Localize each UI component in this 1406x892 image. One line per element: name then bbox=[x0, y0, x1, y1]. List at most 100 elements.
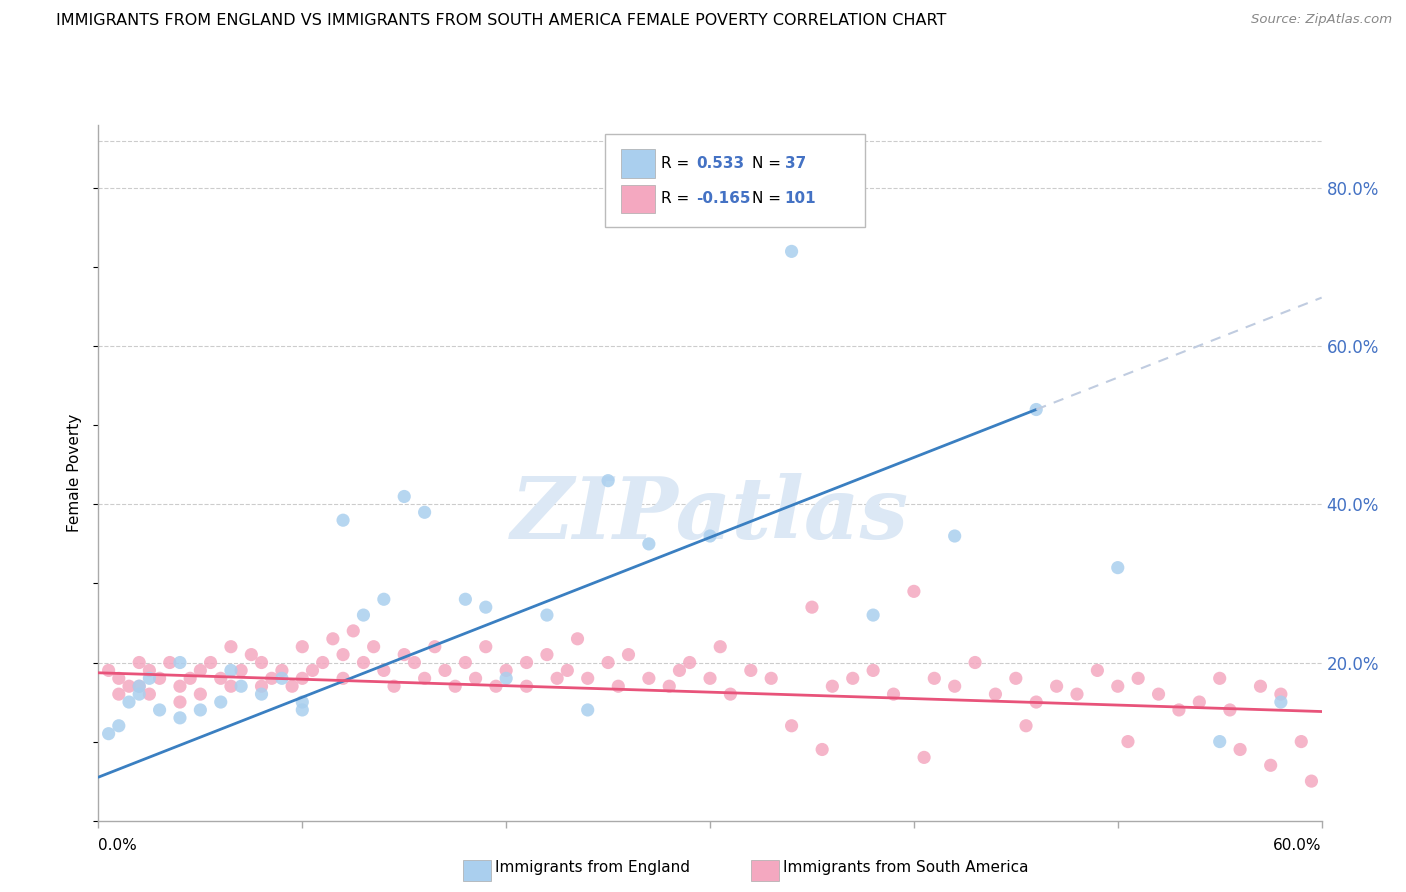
Point bbox=[219, 640, 242, 654]
Point bbox=[128, 656, 150, 670]
Point bbox=[138, 687, 160, 701]
Point bbox=[250, 656, 273, 670]
Point bbox=[291, 671, 314, 685]
Point bbox=[332, 671, 354, 685]
Y-axis label: Female Poverty: Female Poverty bbox=[67, 414, 83, 532]
Point bbox=[188, 687, 212, 701]
Point bbox=[1116, 734, 1139, 748]
Point bbox=[291, 695, 314, 709]
Point bbox=[108, 719, 131, 733]
Point bbox=[821, 679, 844, 693]
Point bbox=[128, 687, 150, 701]
Point bbox=[699, 529, 721, 543]
Point bbox=[169, 679, 191, 693]
Point bbox=[97, 664, 120, 678]
Point bbox=[179, 671, 201, 685]
Text: N =: N = bbox=[752, 192, 786, 206]
Point bbox=[598, 474, 620, 488]
Point bbox=[780, 719, 803, 733]
Point bbox=[270, 664, 294, 678]
Point bbox=[1209, 671, 1232, 685]
Point bbox=[188, 703, 212, 717]
Point bbox=[883, 687, 905, 701]
Point bbox=[291, 640, 314, 654]
Point bbox=[149, 671, 172, 685]
Point bbox=[260, 671, 283, 685]
Point bbox=[404, 656, 426, 670]
Text: IMMIGRANTS FROM ENGLAND VS IMMIGRANTS FROM SOUTH AMERICA FEMALE POVERTY CORRELAT: IMMIGRANTS FROM ENGLAND VS IMMIGRANTS FR… bbox=[56, 13, 946, 29]
Point bbox=[1128, 671, 1150, 685]
Point bbox=[1188, 695, 1211, 709]
Text: Immigrants from South America: Immigrants from South America bbox=[783, 861, 1029, 875]
Point bbox=[332, 648, 354, 662]
Text: R =: R = bbox=[661, 156, 695, 170]
Point bbox=[392, 648, 416, 662]
Point bbox=[516, 679, 538, 693]
Point bbox=[536, 648, 558, 662]
Point bbox=[709, 640, 731, 654]
Point bbox=[638, 537, 661, 551]
Point bbox=[567, 632, 589, 646]
Point bbox=[1229, 742, 1251, 756]
Point bbox=[699, 671, 721, 685]
Point bbox=[97, 726, 120, 740]
Point bbox=[363, 640, 385, 654]
Point bbox=[495, 664, 517, 678]
Text: 101: 101 bbox=[785, 192, 815, 206]
Point bbox=[108, 687, 131, 701]
Point bbox=[231, 664, 253, 678]
Point bbox=[342, 624, 364, 638]
Point bbox=[128, 679, 150, 693]
Point bbox=[1249, 679, 1271, 693]
Text: R =: R = bbox=[661, 192, 695, 206]
Point bbox=[188, 664, 212, 678]
Point bbox=[912, 750, 935, 764]
Point bbox=[281, 679, 304, 693]
Point bbox=[454, 592, 477, 607]
Point bbox=[668, 664, 690, 678]
Point bbox=[332, 513, 354, 527]
Point bbox=[474, 640, 498, 654]
Point bbox=[1270, 687, 1292, 701]
Point bbox=[159, 656, 181, 670]
Point bbox=[607, 679, 630, 693]
Point bbox=[576, 703, 599, 717]
Point bbox=[392, 490, 416, 504]
Point bbox=[1167, 703, 1189, 717]
Point bbox=[352, 608, 374, 623]
Point bbox=[1045, 679, 1069, 693]
Point bbox=[598, 656, 620, 670]
Point bbox=[1270, 695, 1292, 709]
Point bbox=[780, 244, 803, 259]
Point bbox=[943, 679, 966, 693]
Point bbox=[231, 679, 253, 693]
Point bbox=[1015, 719, 1038, 733]
Text: ZIPatlas: ZIPatlas bbox=[510, 473, 910, 557]
Point bbox=[495, 671, 517, 685]
Text: Immigrants from England: Immigrants from England bbox=[495, 861, 690, 875]
Point bbox=[617, 648, 640, 662]
Point bbox=[984, 687, 1007, 701]
Point bbox=[373, 592, 395, 607]
Point bbox=[1219, 703, 1241, 717]
Point bbox=[413, 505, 436, 519]
Point bbox=[301, 664, 323, 678]
Point bbox=[1085, 664, 1108, 678]
Point bbox=[862, 664, 884, 678]
Point bbox=[322, 632, 344, 646]
Point bbox=[679, 656, 702, 670]
Point bbox=[1209, 734, 1232, 748]
Text: N =: N = bbox=[752, 156, 786, 170]
Point bbox=[108, 671, 131, 685]
Point bbox=[943, 529, 966, 543]
Point bbox=[658, 679, 681, 693]
Point bbox=[1107, 560, 1129, 574]
Point bbox=[219, 664, 242, 678]
Text: 0.0%: 0.0% bbox=[98, 838, 138, 854]
Text: 0.533: 0.533 bbox=[696, 156, 744, 170]
Point bbox=[270, 671, 294, 685]
Point bbox=[536, 608, 558, 623]
Point bbox=[169, 656, 191, 670]
Point bbox=[922, 671, 945, 685]
Point bbox=[1107, 679, 1129, 693]
